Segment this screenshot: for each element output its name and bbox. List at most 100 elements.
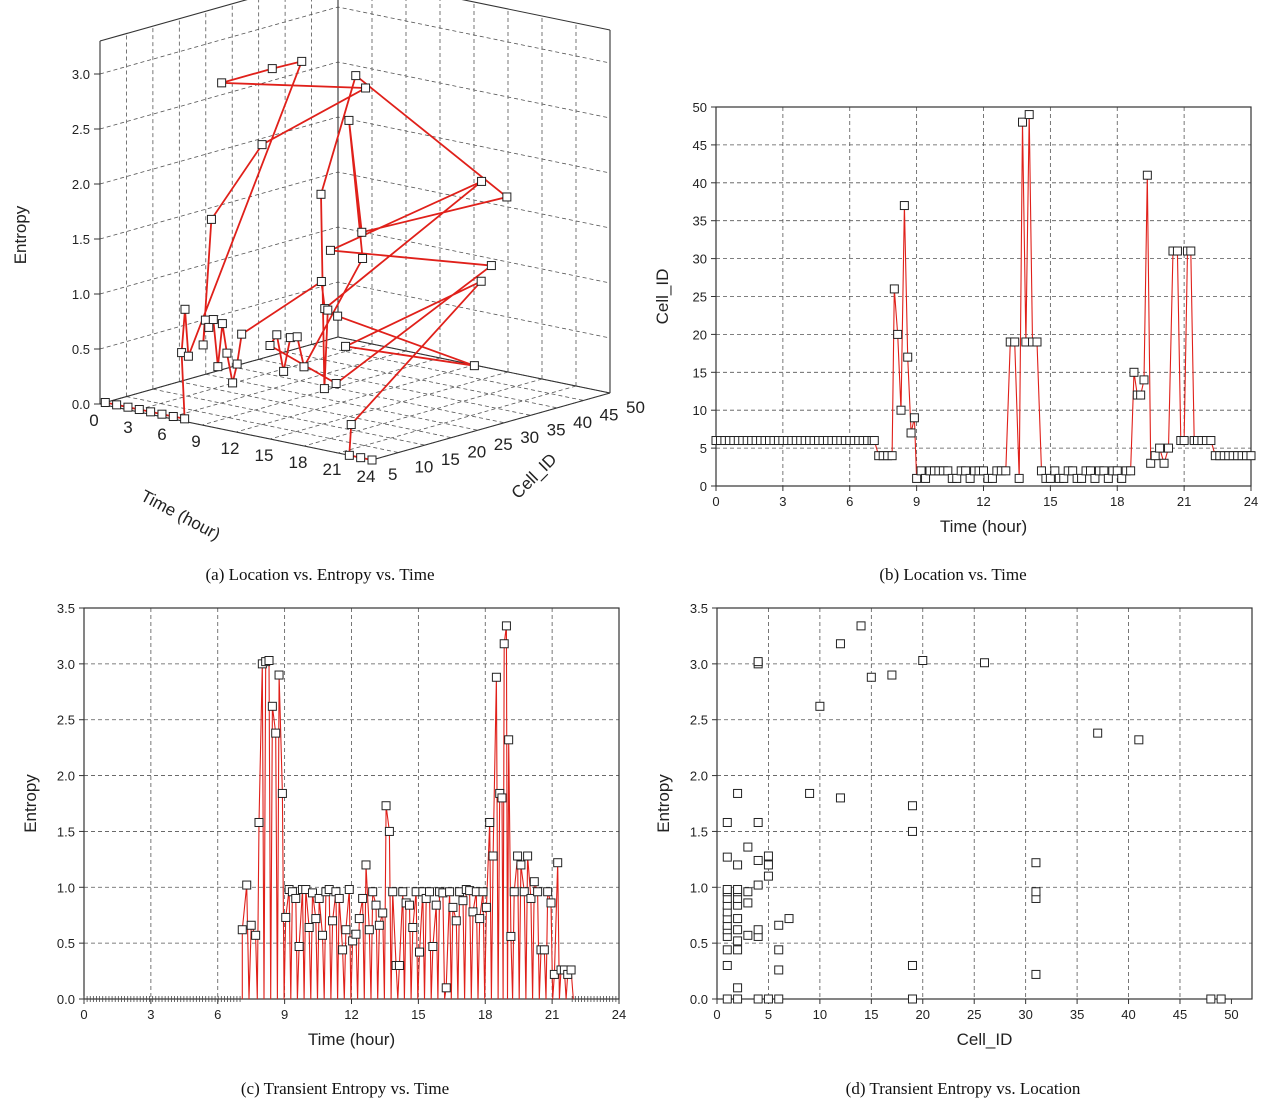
data-point-3d: [486, 261, 496, 271]
data-point-3d: [469, 361, 479, 371]
plot-frame: [716, 607, 1253, 1000]
box-edge: [461, 0, 611, 31]
data-point-3d: [168, 412, 178, 422]
scatter-point: [743, 930, 753, 940]
data-point: [458, 896, 468, 906]
scatter-point: [733, 914, 743, 924]
y-tick-label: 3.5: [690, 601, 708, 616]
data-point: [1136, 390, 1146, 400]
data-point: [351, 929, 361, 939]
data-point-3d: [502, 192, 512, 202]
y-tick-label: 40: [573, 413, 592, 432]
y-tick-label: 20: [693, 327, 707, 342]
data-point-3d: [213, 362, 223, 372]
data-point-3d: [357, 227, 367, 237]
scatter-point: [722, 885, 732, 895]
data-point-3d: [183, 351, 193, 361]
data-point-3d: [180, 414, 190, 424]
x-axis-label: Cell_ID: [957, 1030, 1013, 1049]
scatter-point: [733, 860, 743, 870]
data-point: [328, 916, 338, 926]
data-point: [539, 945, 549, 955]
floor-grid-time: [201, 357, 441, 426]
x-tick-label: 21: [323, 460, 342, 479]
x-tick-label: 12: [344, 1007, 358, 1022]
data-point: [361, 860, 371, 870]
y-tick-label: 30: [520, 428, 539, 447]
data-point-3d: [222, 348, 232, 358]
data-point-3d: [228, 378, 238, 388]
data-point-3d: [299, 362, 309, 372]
data-point: [1126, 466, 1136, 476]
data-point-3d: [356, 453, 366, 463]
scatter-point: [733, 788, 743, 798]
data-point-3d: [198, 340, 208, 350]
z-tick-label: 3.0: [72, 67, 90, 82]
floor-grid-cell: [179, 381, 452, 439]
data-point-3d: [358, 253, 368, 263]
y-tick-label: 50: [626, 398, 645, 417]
scatter-point: [856, 621, 866, 631]
scatter-point: [753, 817, 763, 827]
data-point: [448, 902, 458, 912]
data-point: [481, 902, 491, 912]
x-tick-label: 35: [1070, 1007, 1084, 1022]
data-point: [381, 801, 391, 811]
data-point: [388, 887, 398, 897]
scatter-point: [907, 994, 917, 1004]
x-tick-label: 50: [1224, 1007, 1238, 1022]
y-tick-label: 45: [600, 405, 619, 424]
data-point-3d: [344, 115, 354, 125]
data-point: [1117, 473, 1127, 483]
x-tick-label: 5: [765, 1007, 772, 1022]
data-point-3d: [272, 330, 282, 340]
x-tick-label: 6: [157, 425, 166, 444]
scatter-point: [774, 965, 784, 975]
y-tick-label: 50: [693, 100, 707, 115]
floor-grid-time: [303, 378, 543, 447]
scatter-point: [763, 860, 773, 870]
y-tick-label: 35: [547, 420, 566, 439]
data-point: [1103, 473, 1113, 483]
scatter-point: [907, 826, 917, 836]
data-point: [519, 887, 529, 897]
data-point: [368, 887, 378, 897]
data-point: [921, 473, 931, 483]
x-tick-label: 15: [411, 1007, 425, 1022]
data-point: [979, 466, 988, 476]
x-tick-label: 6: [846, 494, 853, 509]
y-tick-label: 15: [441, 450, 460, 469]
data-point: [451, 916, 461, 926]
x-tick-label: 15: [255, 446, 274, 465]
data-point-3d: [217, 319, 227, 329]
data-point: [478, 887, 488, 897]
data-point: [906, 428, 916, 438]
floor-grid-cell: [232, 366, 505, 424]
scatter-point: [722, 817, 732, 827]
y-tick-label: 3.0: [57, 657, 75, 672]
data-point: [1077, 473, 1087, 483]
y-tick-label: 40: [693, 176, 707, 191]
panel-c-caption: (c) Transient Entropy vs. Time: [241, 1079, 449, 1098]
series-3d-path: [105, 60, 509, 461]
data-point-3d: [146, 407, 156, 417]
data-point-3d: [297, 56, 307, 66]
data-point: [509, 887, 519, 897]
data-point: [338, 945, 348, 955]
data-point-3d: [316, 189, 326, 199]
data-point: [408, 923, 418, 933]
data-point-3d: [323, 305, 333, 315]
scatter-point: [743, 842, 753, 852]
data-point-3d: [267, 64, 277, 74]
y-tick-label: 10: [414, 458, 433, 477]
floor-grid-time: [133, 343, 373, 412]
floor-grid-cell: [311, 344, 584, 401]
x-tick-label: 24: [612, 1007, 626, 1022]
data-point: [1159, 458, 1169, 468]
scatter-point: [918, 656, 928, 666]
data-point: [441, 983, 451, 993]
data-point: [887, 451, 897, 461]
data-point: [398, 887, 408, 897]
y-tick-label: 20: [467, 443, 486, 462]
scatter-point: [805, 788, 815, 798]
